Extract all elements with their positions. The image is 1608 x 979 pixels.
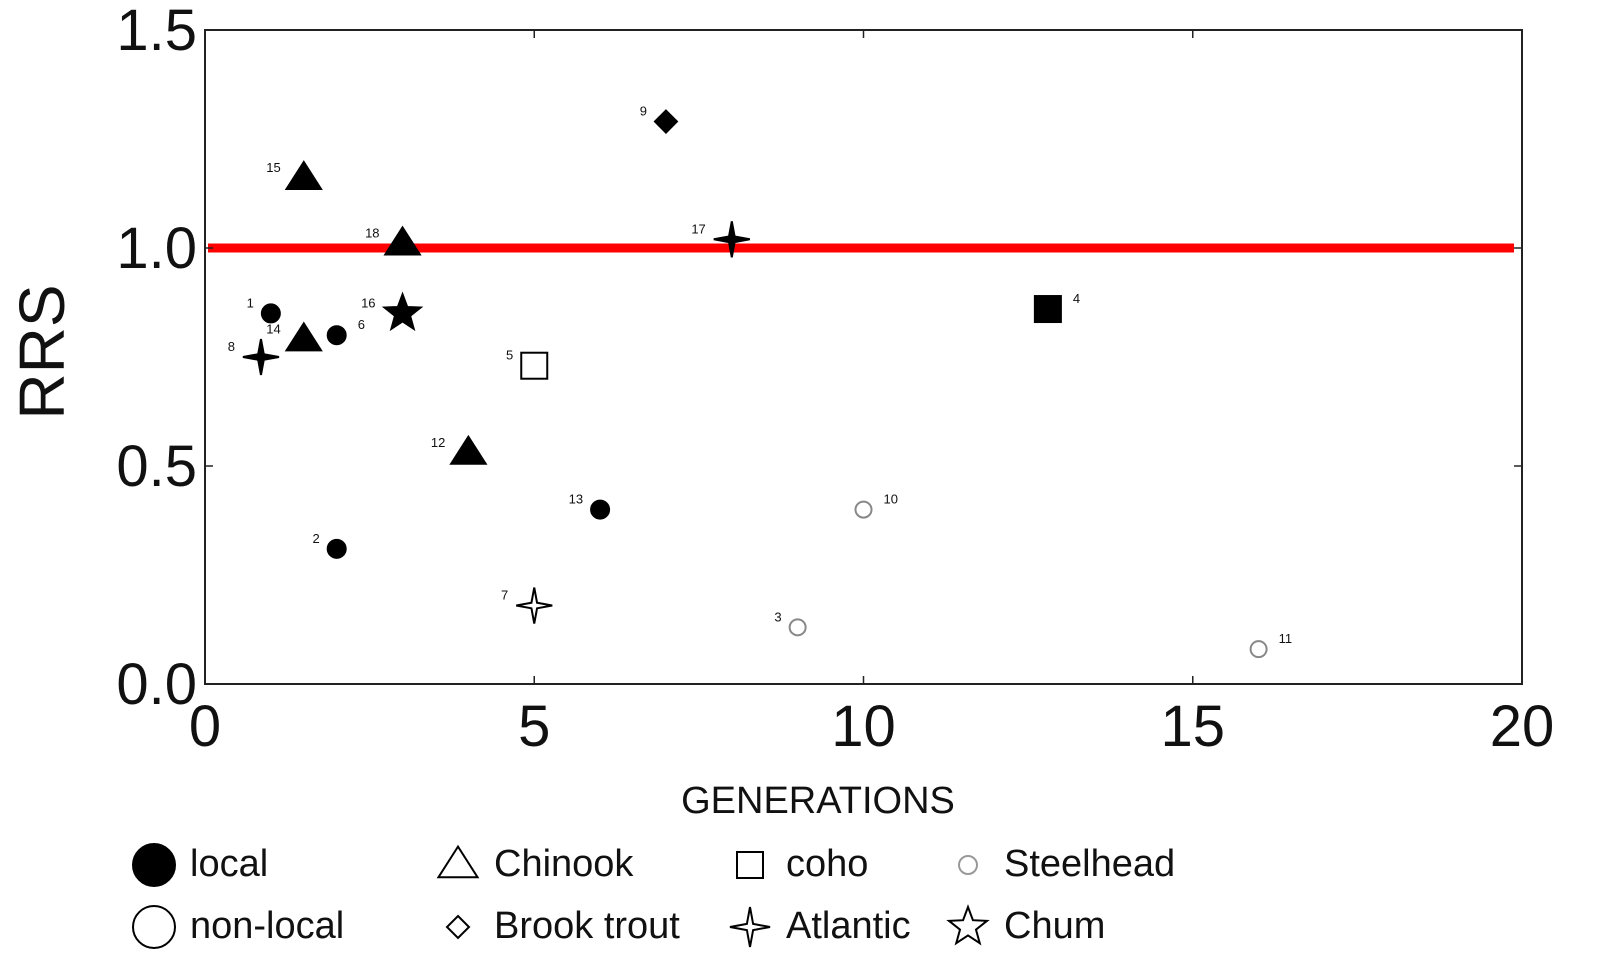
point-label: 10: [884, 492, 898, 507]
y-axis-title: RRS: [6, 284, 78, 419]
data-point-2: 2: [312, 531, 347, 559]
point-label: 16: [361, 295, 375, 310]
data-point-15: 15: [266, 160, 323, 191]
point-label: 11: [1279, 631, 1293, 646]
y-tick-label: 0.0: [116, 652, 197, 717]
point-label: 17: [691, 221, 705, 236]
point-label: 8: [228, 339, 235, 354]
data-point-7: 7: [501, 587, 553, 624]
point-label: 1: [247, 295, 254, 310]
data-point-3: 3: [774, 609, 807, 637]
point-label: 2: [312, 531, 319, 546]
point-label: 15: [266, 160, 280, 175]
data-point-9: 9: [640, 104, 679, 134]
data-point-5: 5: [506, 348, 549, 380]
data-point-13: 13: [569, 492, 611, 520]
triangle-marker: [383, 225, 422, 256]
point-label: 6: [358, 317, 365, 332]
point-label: 3: [774, 609, 781, 624]
axis-ticks: 0 5 10 15 200.00.51.01.5: [116, 0, 1554, 759]
square-marker: [520, 351, 549, 380]
point-label: 5: [506, 348, 513, 363]
triangle-marker: [449, 434, 488, 465]
point-label: 4: [1073, 291, 1080, 306]
data-point-8: 8: [228, 338, 280, 376]
data-point-4: 4: [1033, 291, 1080, 324]
diamond-marker: [653, 109, 679, 134]
circle-marker: [1249, 640, 1268, 659]
data-point-18: 18: [365, 225, 422, 256]
x-tick-label: 0: [189, 694, 221, 759]
circle-marker: [788, 618, 807, 637]
point-label: 9: [640, 104, 647, 119]
data-point-6: 6: [326, 317, 365, 346]
point-label: 18: [365, 226, 379, 241]
data-point-16: 16: [361, 291, 424, 332]
plot-area: [204, 29, 1523, 685]
data-point-12: 12: [431, 434, 488, 465]
data-point-1: 1: [247, 295, 281, 324]
x-tick-label: 10: [831, 694, 896, 759]
triangle-marker: [284, 160, 323, 191]
star-marker: [381, 291, 424, 332]
circle-marker: [590, 499, 611, 520]
fourstar-marker: [516, 587, 553, 624]
y-tick-label: 1.0: [116, 216, 197, 281]
point-label: 13: [569, 492, 583, 507]
circle-marker: [260, 303, 281, 324]
fourstar-marker: [713, 221, 750, 258]
point-label: 14: [266, 322, 280, 337]
circle-marker: [854, 500, 873, 519]
y-tick-label: 1.5: [116, 0, 197, 63]
x-tick-label: 5: [518, 694, 550, 759]
data-point-10: 10: [854, 492, 898, 519]
data-point-11: 11: [1249, 631, 1293, 659]
x-tick-label: 15: [1160, 694, 1225, 759]
data-point-14: 14: [266, 321, 323, 352]
fourstar-marker: [242, 338, 280, 376]
plot-frame: [204, 29, 1523, 685]
circle-marker: [326, 538, 347, 559]
y-tick-label: 0.5: [116, 434, 197, 499]
square-marker: [1033, 295, 1062, 324]
circle-marker: [326, 325, 347, 346]
point-label: 12: [431, 435, 445, 450]
point-label: 7: [501, 588, 508, 603]
triangle-marker: [284, 321, 323, 352]
data-point-17: 17: [691, 221, 750, 258]
x-tick-label: 20: [1490, 694, 1555, 759]
x-axis-title: GENERATIONS: [681, 780, 955, 822]
